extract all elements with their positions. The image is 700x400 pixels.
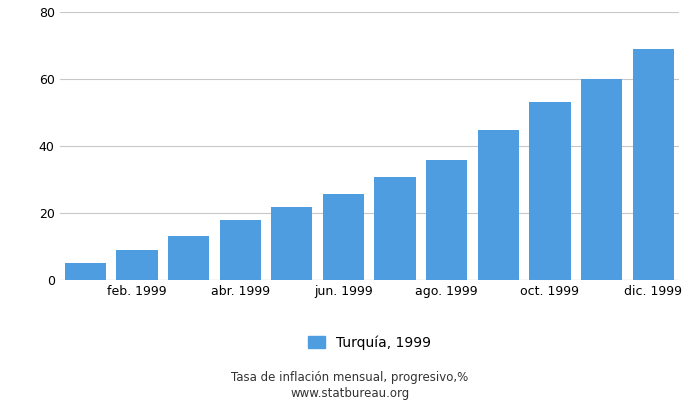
Bar: [168, 236, 209, 280]
Bar: [633, 49, 674, 280]
Bar: [116, 250, 158, 280]
Bar: [477, 130, 519, 280]
Bar: [64, 262, 106, 280]
Bar: [271, 207, 312, 280]
Text: www.statbureau.org: www.statbureau.org: [290, 388, 410, 400]
Bar: [374, 177, 416, 280]
Bar: [220, 220, 261, 280]
Bar: [426, 160, 468, 280]
Legend: Turquía, 1999: Turquía, 1999: [308, 335, 430, 350]
Bar: [529, 102, 570, 280]
Bar: [323, 194, 364, 280]
Bar: [581, 79, 622, 280]
Text: Tasa de inflación mensual, progresivo,%: Tasa de inflación mensual, progresivo,%: [232, 372, 468, 384]
